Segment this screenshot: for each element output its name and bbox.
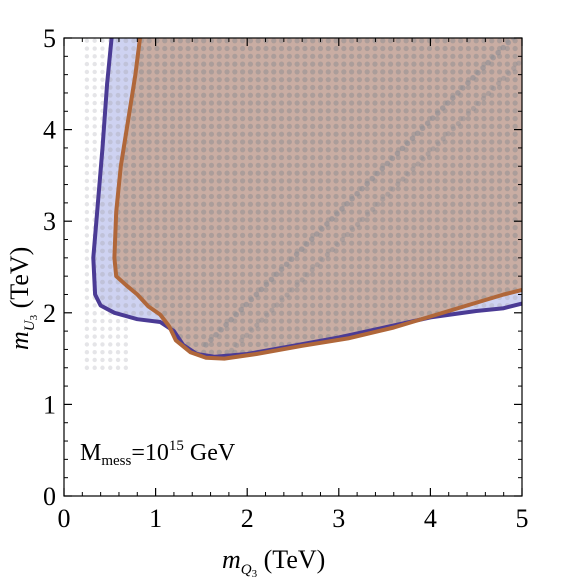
y-tick-label: 3 [43, 207, 56, 236]
x-tick-label: 3 [332, 504, 345, 533]
x-tick-label: 1 [149, 504, 162, 533]
x-tick-label: 4 [424, 504, 437, 533]
y-tick-label: 2 [43, 299, 56, 328]
plot-area [84, 38, 522, 370]
x-tick-label: 2 [241, 504, 254, 533]
x-axis-label: mQ3 (TeV) [222, 545, 325, 580]
annotation: Mmess=1015 GeV [80, 438, 236, 469]
x-tick-label: 5 [516, 504, 529, 533]
y-tick-label: 4 [43, 116, 56, 145]
y-axis-label: mU3 (TeV) [5, 247, 40, 350]
axis-ticks: 0 1 2 3 4 5 0 1 2 3 4 5 [43, 24, 529, 533]
brown-contour-line [112, 38, 522, 361]
y-tick-label: 0 [43, 482, 56, 511]
plot-frame [63, 37, 523, 497]
diagonal-band [203, 38, 522, 359]
y-tick-label: 5 [43, 24, 56, 53]
y-tick-label: 1 [43, 390, 56, 419]
x-tick-label: 0 [58, 504, 71, 533]
